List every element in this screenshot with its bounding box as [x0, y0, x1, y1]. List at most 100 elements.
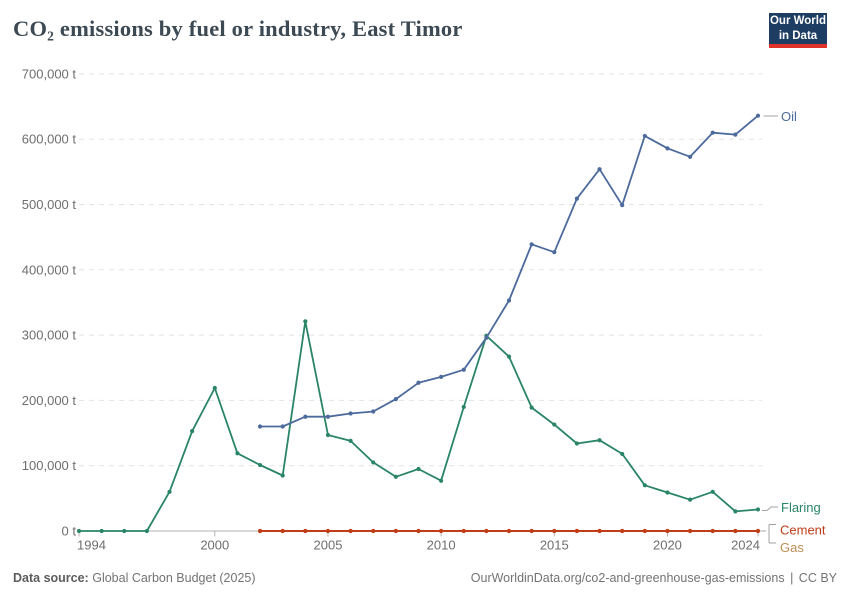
series-point-cement[interactable] — [280, 528, 285, 534]
series-point-flaring[interactable] — [325, 432, 331, 438]
logo-text-line2: in Data — [778, 29, 818, 42]
x-axis-label: 2005 — [314, 538, 343, 553]
y-axis-label: 400,000 t — [22, 262, 77, 277]
series-point-flaring[interactable] — [257, 462, 263, 468]
series-point-flaring[interactable] — [620, 451, 625, 457]
series-point-flaring[interactable] — [506, 354, 512, 359]
series-point-oil[interactable] — [439, 374, 444, 379]
series-point-oil[interactable] — [303, 414, 308, 419]
series-point-flaring[interactable] — [710, 489, 715, 494]
legend-label-oil[interactable]: Oil — [781, 109, 797, 124]
series-point-oil[interactable] — [755, 113, 761, 118]
series-point-oil[interactable] — [574, 196, 580, 201]
series-point-cement[interactable] — [733, 528, 738, 534]
series-point-cement[interactable] — [461, 528, 466, 534]
series-point-cement[interactable] — [393, 528, 398, 534]
series-point-oil[interactable] — [642, 133, 647, 139]
chart-footer: Data source: Global Carbon Budget (2025)… — [13, 571, 837, 585]
series-point-cement[interactable] — [439, 528, 444, 534]
series-point-flaring[interactable] — [190, 428, 195, 434]
series-point-oil[interactable] — [348, 411, 353, 416]
series-point-oil[interactable] — [733, 132, 738, 137]
x-axis-label: 2020 — [653, 538, 682, 553]
series-point-cement[interactable] — [506, 528, 512, 534]
series-point-oil[interactable] — [257, 424, 263, 429]
series-point-cement[interactable] — [348, 528, 353, 534]
series-point-flaring[interactable] — [235, 451, 240, 456]
series-point-flaring[interactable] — [303, 319, 308, 324]
x-axis-label: 2010 — [427, 538, 456, 553]
series-point-flaring[interactable] — [755, 507, 761, 512]
series-point-cement[interactable] — [755, 528, 761, 534]
series-point-flaring[interactable] — [574, 441, 580, 446]
series-point-oil[interactable] — [552, 250, 557, 255]
series-point-oil[interactable] — [416, 380, 421, 385]
series-point-flaring[interactable] — [371, 460, 376, 465]
series-point-cement[interactable] — [325, 528, 331, 534]
series-point-cement[interactable] — [484, 528, 489, 534]
series-point-flaring[interactable] — [416, 466, 421, 472]
series-point-flaring[interactable] — [642, 483, 647, 488]
data-source-value: Global Carbon Budget (2025) — [92, 571, 256, 585]
series-point-flaring[interactable] — [552, 422, 557, 427]
series-point-flaring[interactable] — [99, 528, 104, 534]
series-point-flaring[interactable] — [144, 528, 149, 534]
x-axis-label: 2015 — [540, 538, 569, 553]
series-point-cement[interactable] — [687, 528, 693, 534]
series-line-oil[interactable] — [260, 115, 759, 428]
footer-url[interactable]: OurWorldinData.org/co2-and-greenhouse-ga… — [470, 571, 785, 585]
series-point-cement[interactable] — [642, 528, 647, 534]
series-point-flaring[interactable] — [687, 497, 693, 502]
series-point-oil[interactable] — [371, 409, 376, 414]
series-point-cement[interactable] — [529, 528, 534, 534]
series-point-oil[interactable] — [620, 203, 625, 208]
series-point-oil[interactable] — [597, 167, 602, 172]
series-point-oil[interactable] — [710, 130, 715, 135]
owid-logo[interactable]: Our World in Data — [769, 13, 827, 48]
series-point-flaring[interactable] — [439, 478, 444, 483]
series-point-flaring[interactable] — [529, 405, 534, 410]
series-point-cement[interactable] — [303, 528, 308, 534]
series-point-flaring[interactable] — [597, 438, 602, 443]
x-axis-label: 2000 — [200, 538, 229, 553]
data-source-label: Data source: — [13, 571, 89, 585]
series-point-cement[interactable] — [665, 528, 670, 534]
series-point-cement[interactable] — [371, 528, 376, 534]
series-point-cement[interactable] — [620, 528, 625, 534]
series-point-oil[interactable] — [393, 396, 398, 402]
series-point-cement[interactable] — [257, 528, 263, 534]
series-point-cement[interactable] — [597, 528, 602, 534]
legend-connector-flaring — [762, 506, 778, 511]
series-point-oil[interactable] — [484, 335, 489, 340]
series-point-oil[interactable] — [325, 414, 331, 419]
series-point-flaring[interactable] — [76, 528, 82, 534]
series-point-flaring[interactable] — [348, 438, 353, 443]
series-point-flaring[interactable] — [280, 473, 285, 478]
legend-label-gas[interactable]: Gas — [780, 540, 804, 555]
series-point-cement[interactable] — [710, 528, 715, 534]
series-point-flaring[interactable] — [167, 489, 172, 494]
series-point-flaring[interactable] — [122, 528, 127, 534]
series-point-oil[interactable] — [687, 154, 693, 159]
series-point-oil[interactable] — [665, 146, 670, 151]
legend-label-cement[interactable]: Cement — [780, 523, 826, 538]
series-point-flaring[interactable] — [212, 385, 217, 391]
series-point-oil[interactable] — [529, 242, 534, 247]
series-point-oil[interactable] — [461, 367, 466, 372]
series-point-flaring[interactable] — [461, 404, 466, 410]
legend-label-flaring[interactable]: Flaring — [781, 500, 821, 515]
series-point-flaring[interactable] — [733, 509, 738, 514]
series-line-flaring[interactable] — [79, 320, 759, 532]
series-point-cement[interactable] — [416, 528, 421, 534]
series-point-oil[interactable] — [506, 298, 512, 303]
series-point-oil[interactable] — [280, 424, 285, 429]
series-point-cement[interactable] — [552, 528, 557, 534]
footer-license[interactable]: CC BY — [798, 571, 837, 585]
series-point-flaring[interactable] — [393, 474, 398, 479]
series-point-cement[interactable] — [574, 528, 580, 534]
x-axis-label: 1994 — [77, 538, 106, 553]
y-axis-label: 200,000 t — [22, 393, 77, 408]
series-point-flaring[interactable] — [665, 490, 670, 495]
